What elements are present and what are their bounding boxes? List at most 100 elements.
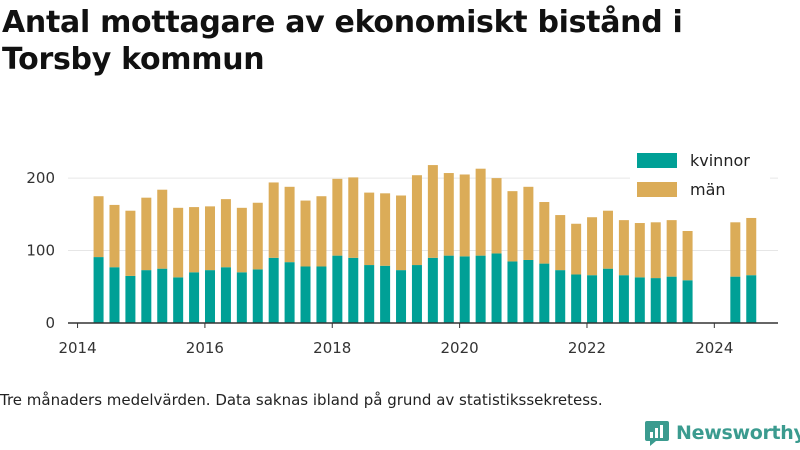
bar-kvinnor: [746, 275, 757, 323]
bar-man: [618, 220, 629, 276]
bar-kvinnor: [634, 277, 645, 323]
bar-man: [523, 186, 534, 260]
bar-man: [284, 186, 295, 263]
bar-kvinnor: [348, 257, 359, 323]
bar-man: [252, 202, 263, 270]
bar-kvinnor: [332, 255, 343, 323]
bar-kvinnor: [220, 267, 231, 323]
legend-swatch-man: [637, 182, 677, 197]
bar-man: [332, 178, 343, 256]
bar-kvinnor: [93, 257, 104, 323]
bar-man: [173, 207, 184, 278]
bars: [93, 165, 757, 323]
bar-kvinnor: [571, 274, 582, 323]
legend-swatch-kvinnor: [637, 153, 677, 168]
bar-man: [443, 173, 454, 256]
bar-man: [300, 200, 311, 267]
bar-man: [587, 217, 598, 276]
bar-kvinnor: [539, 263, 550, 323]
bar-kvinnor: [125, 275, 136, 323]
bar-kvinnor: [555, 270, 566, 323]
bar-kvinnor: [189, 272, 200, 323]
brand-name: Newsworthy: [676, 422, 800, 444]
bar-kvinnor: [364, 265, 375, 323]
bar-kvinnor: [380, 265, 391, 323]
bar-man: [427, 165, 438, 258]
legend-label: kvinnor: [690, 151, 750, 170]
bar-man: [125, 210, 136, 276]
y-tick-label: 200: [26, 169, 55, 187]
bar-kvinnor: [236, 272, 247, 323]
x-tick-label: 2014: [58, 339, 96, 357]
bar-kvinnor: [427, 257, 438, 323]
bar-man: [380, 193, 391, 266]
bar-man: [141, 197, 152, 271]
bar-man: [316, 196, 327, 267]
bar-man: [650, 222, 661, 279]
bar-man: [236, 207, 247, 273]
footnote: Tre månaders medelvärden. Data saknas ib…: [0, 391, 603, 409]
bar-man: [396, 195, 407, 271]
bar-kvinnor: [475, 255, 486, 323]
bar-kvinnor: [602, 268, 613, 323]
bar-kvinnor: [459, 256, 470, 323]
bar-man: [475, 168, 486, 256]
bar-man: [348, 177, 359, 258]
bar-man: [507, 191, 518, 262]
bar-kvinnor: [252, 269, 263, 323]
bar-kvinnor: [316, 266, 327, 323]
bar-man: [459, 174, 470, 257]
y-tick-label: 100: [26, 242, 55, 260]
bar-kvinnor: [523, 259, 534, 323]
x-tick-label: 2020: [441, 339, 479, 357]
bar-man: [189, 207, 200, 273]
bar-kvinnor: [618, 275, 629, 323]
legend-label: män: [690, 180, 726, 199]
bar-man: [555, 215, 566, 271]
bar-man: [746, 217, 757, 276]
bar-kvinnor: [396, 270, 407, 323]
bar-man: [411, 175, 422, 266]
bar-kvinnor: [205, 270, 215, 323]
bar-man: [571, 223, 582, 275]
brand-logo: Newsworthy: [644, 419, 800, 447]
bar-kvinnor: [268, 257, 279, 323]
bar-man: [93, 196, 104, 258]
bar-kvinnor: [411, 265, 422, 323]
bar-kvinnor: [666, 276, 677, 323]
bar-kvinnor: [157, 268, 168, 323]
x-tick-label: 2016: [186, 339, 224, 357]
bar-man: [602, 210, 613, 269]
bar-man: [364, 192, 375, 266]
chart-title: Antal mottagare av ekonomiskt bistånd i …: [2, 5, 683, 77]
bar-kvinnor: [682, 280, 693, 323]
bar-kvinnor: [491, 253, 502, 323]
bar-kvinnor: [443, 255, 454, 323]
bar-man: [666, 220, 677, 277]
bar-man: [730, 222, 741, 277]
x-tick-label: 2024: [695, 339, 733, 357]
bar-man: [634, 223, 645, 278]
legend: kvinnor män: [630, 150, 770, 206]
bar-man: [205, 206, 215, 271]
bar-kvinnor: [109, 267, 120, 323]
bar-kvinnor: [173, 277, 184, 323]
bar-kvinnor: [507, 261, 518, 323]
bar-kvinnor: [587, 275, 598, 323]
bar-kvinnor: [650, 278, 661, 323]
bar-man: [157, 189, 168, 269]
bar-man: [268, 182, 279, 258]
bar-kvinnor: [300, 266, 311, 323]
bar-man: [682, 230, 693, 281]
bar-kvinnor: [284, 262, 295, 323]
bar-kvinnor: [730, 276, 741, 323]
y-tick-label: 0: [45, 314, 55, 332]
newsworthy-logo-icon: [645, 421, 669, 446]
x-tick-label: 2018: [313, 339, 351, 357]
bar-man: [539, 202, 550, 264]
axes: 0 100 200 2014 2016 2018 2020 2022 2024: [26, 169, 778, 357]
bar-man: [109, 204, 120, 268]
bar-kvinnor: [141, 270, 152, 323]
x-tick-label: 2022: [568, 339, 606, 357]
